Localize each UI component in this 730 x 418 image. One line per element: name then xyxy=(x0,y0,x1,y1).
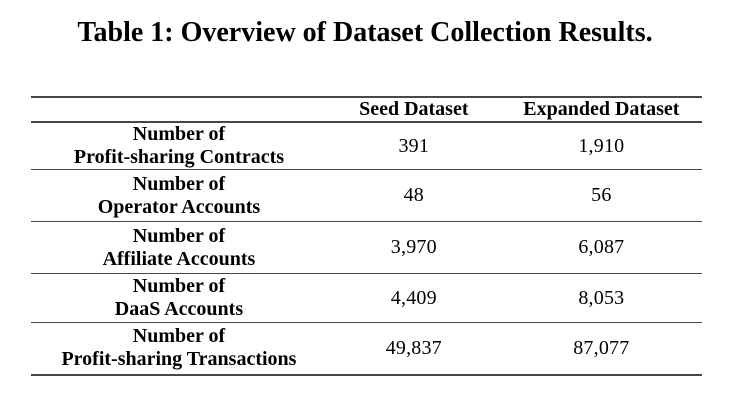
table-header: Seed Dataset Expanded Dataset xyxy=(31,97,702,122)
expanded-value: 87,077 xyxy=(573,336,630,359)
header-cell-expanded-dataset: Expanded Dataset xyxy=(523,98,680,120)
seed-value: 4,409 xyxy=(390,286,437,309)
row-label-line1: Number of xyxy=(132,325,226,348)
expanded-value: 1,910 xyxy=(578,134,625,157)
seed-value: 391 xyxy=(398,134,430,157)
table-row: Number of DaaS Accounts 4,409 8,053 xyxy=(31,273,702,323)
table-caption: Table 1: Overview of Dataset Collection … xyxy=(77,17,653,48)
seed-value: 49,837 xyxy=(385,336,442,359)
row-label-operator-accounts: Number of Operator Accounts xyxy=(31,170,327,222)
table-row: Number of Profit-sharing Transactions 49… xyxy=(31,322,702,375)
row-label-line1: Number of xyxy=(132,123,226,145)
header-row: Seed Dataset Expanded Dataset xyxy=(31,97,702,122)
expanded-value: 6,087 xyxy=(578,236,625,258)
paper-page: Table 1: Overview of Dataset Collection … xyxy=(31,17,702,376)
row-label-profit-sharing-transactions: Number of Profit-sharing Transactions xyxy=(31,323,327,375)
expanded-value: 56 xyxy=(591,184,612,206)
header-cell-seed-dataset: Seed Dataset xyxy=(359,98,469,120)
row-label-daas-accounts: Number of DaaS Accounts xyxy=(31,274,327,323)
row-label-line2: Profit-sharing Contracts xyxy=(73,146,285,168)
table-row: Number of Profit-sharing Contracts 391 1… xyxy=(31,122,702,170)
table-body: Number of Profit-sharing Contracts 391 1… xyxy=(31,122,702,375)
row-label-line2: Operator Accounts xyxy=(97,195,261,218)
dataset-results-table: Seed Dataset Expanded Dataset Number of … xyxy=(31,96,702,376)
row-label-line1: Number of xyxy=(132,172,226,195)
row-label-line2: Profit-sharing Transactions xyxy=(61,348,297,371)
row-label-line2: Affiliate Accounts xyxy=(102,247,256,270)
seed-value: 3,970 xyxy=(390,236,437,258)
row-label-affiliate-accounts: Number of Affiliate Accounts xyxy=(31,222,327,274)
row-label-line1: Number of xyxy=(132,275,226,297)
row-label-line1: Number of xyxy=(132,224,226,247)
row-label-line2: DaaS Accounts xyxy=(114,298,244,320)
seed-value: 48 xyxy=(403,184,424,206)
expanded-value: 8,053 xyxy=(578,286,625,309)
header-cell-empty xyxy=(31,97,327,122)
row-label-profit-sharing-contracts: Number of Profit-sharing Contracts xyxy=(31,122,327,170)
table-row: Number of Affiliate Accounts 3,970 6,087 xyxy=(31,221,702,274)
table-row: Number of Operator Accounts 48 56 xyxy=(31,169,702,222)
